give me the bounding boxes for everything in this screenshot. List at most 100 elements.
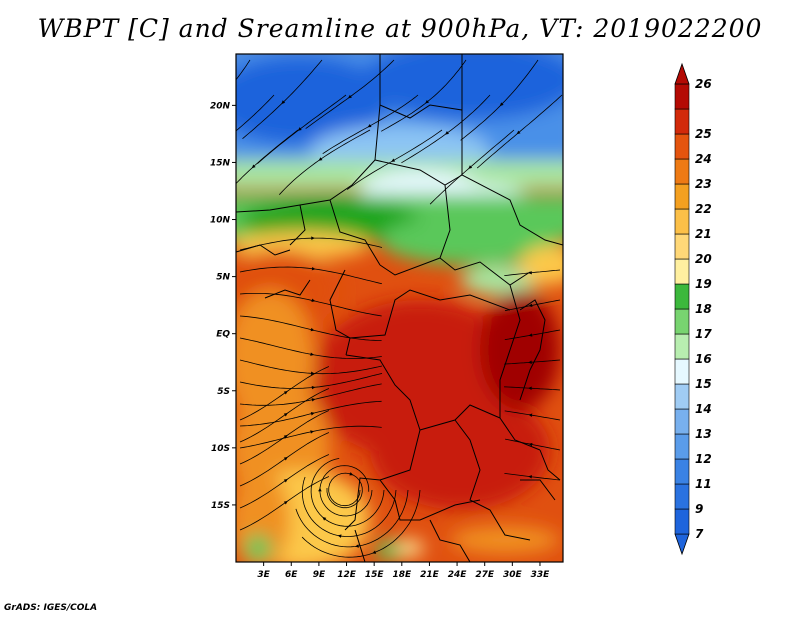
wbpt-field: [236, 54, 563, 562]
colorbar-segment: [674, 283, 690, 310]
streamline: [326, 472, 363, 509]
map-title: WBPT [C] and Sreamline at 900hPa, VT: 20…: [37, 14, 763, 43]
streamline: [504, 329, 561, 340]
colorbar-segment: [674, 108, 690, 135]
colorbar-segment: [674, 133, 690, 160]
streamline: [239, 476, 330, 531]
streamline: [310, 458, 385, 527]
streamline: [381, 59, 467, 132]
streamline: [305, 59, 395, 129]
longitude-axis: 3E 6E 9E 12E 15E 18E 21E 24E 27E 30E 33E: [257, 562, 550, 580]
colorbar-segment: [674, 158, 690, 185]
colorbar-segment: [674, 483, 690, 510]
streamline: [401, 94, 491, 164]
colorbar-segment: [674, 83, 690, 110]
colorbar-label: 13: [695, 427, 712, 441]
streamline: [239, 454, 330, 509]
colorbar-segment: [674, 383, 690, 410]
lon-tick-label: 24E: [448, 570, 468, 580]
lon-tick-label: 27E: [475, 570, 495, 580]
lon-tick-label: 9E: [313, 570, 326, 580]
colorbar-label: 17: [695, 327, 712, 341]
colorbar-segment: [674, 208, 690, 235]
colorbar-label: 20: [695, 252, 712, 266]
colorbar-label: 7: [695, 527, 704, 541]
streamline: [429, 129, 515, 205]
colorbar: 7 9 11 12 13 14 15 16 17 18 19 20 21 22 23 24 25 26: [674, 62, 712, 556]
streamline: [236, 59, 251, 81]
streamlines: [230, 59, 563, 558]
colorbar-label: 26: [695, 77, 712, 91]
lat-tick-label: 15N: [210, 158, 231, 168]
streamline: [295, 489, 409, 548]
colorbar-label: 22: [695, 202, 712, 216]
lon-tick-label: 33E: [531, 570, 551, 580]
streamline: [504, 299, 561, 312]
streamline: [504, 386, 561, 391]
streamline: [239, 237, 383, 251]
colorbar-segment: [674, 233, 690, 260]
map-frame: [235, 53, 564, 563]
latitude-axis: 20N 15N 10N 5N EQ 5S 10S 15S: [210, 101, 236, 511]
streamline: [239, 410, 330, 465]
streamline: [236, 94, 275, 132]
streamline: [242, 59, 323, 140]
lat-tick-label: 20N: [210, 101, 231, 111]
colorbar-label: 12: [695, 452, 712, 466]
lon-tick-label: 18E: [392, 570, 412, 580]
streamline: [236, 129, 299, 185]
colorbar-label: 23: [695, 177, 712, 191]
colorbar-segment: [674, 508, 690, 535]
colorbar-label: 15: [695, 377, 712, 391]
lon-tick-label: 30E: [503, 570, 523, 580]
lon-tick-label: 12E: [337, 570, 357, 580]
streamline: [239, 359, 383, 375]
colorbar-label: 19: [695, 277, 712, 291]
streamline-arrow: [230, 132, 234, 136]
colorbar-segment: [674, 458, 690, 485]
streamline: [504, 473, 561, 481]
colorbar-min-arrow: [674, 533, 690, 556]
streamline: [239, 432, 330, 487]
colorbar-segment: [674, 333, 690, 360]
colorbar-label: 21: [695, 227, 712, 241]
streamline: [301, 476, 397, 537]
colorbar-label: 9: [695, 502, 703, 516]
colorbar-segment: [674, 308, 690, 335]
streamline: [239, 293, 382, 317]
colorbar-label: 14: [695, 402, 712, 416]
lon-tick-label: 6E: [285, 570, 298, 580]
lat-tick-label: 5N: [216, 273, 230, 283]
colorbar-label: 11: [695, 477, 712, 491]
streamline: [504, 410, 561, 421]
streamline: [239, 425, 382, 449]
lon-tick-label: 3E: [257, 570, 270, 580]
colorbar-label: 24: [695, 152, 712, 166]
lat-tick-label: 15S: [211, 501, 230, 511]
streamline: [239, 373, 383, 389]
streamline: [257, 94, 347, 164]
streamline: [319, 465, 373, 517]
lon-tick-label: 15E: [365, 570, 385, 580]
lon-tick-label: 21E: [420, 570, 440, 580]
country-borders: [236, 54, 563, 562]
lat-tick-label: 5S: [217, 387, 230, 397]
streamline: [239, 383, 382, 406]
streamline: [504, 269, 561, 276]
grads-credit: GrADS: IGES/COLA: [4, 603, 98, 613]
streamline: [460, 59, 539, 141]
streamline: [279, 129, 371, 195]
streamline: [239, 337, 382, 359]
streamline: [239, 315, 382, 341]
lat-tick-label: 10S: [211, 444, 230, 454]
streamline: [239, 366, 330, 421]
colorbar-segment: [674, 433, 690, 460]
streamline: [322, 94, 419, 155]
lat-tick-label: 10N: [210, 216, 231, 226]
streamline: [476, 94, 563, 169]
streamline: [504, 359, 561, 365]
streamline: [239, 266, 382, 285]
colorbar-segment: [674, 258, 690, 285]
colorbar-label: 16: [695, 352, 712, 366]
